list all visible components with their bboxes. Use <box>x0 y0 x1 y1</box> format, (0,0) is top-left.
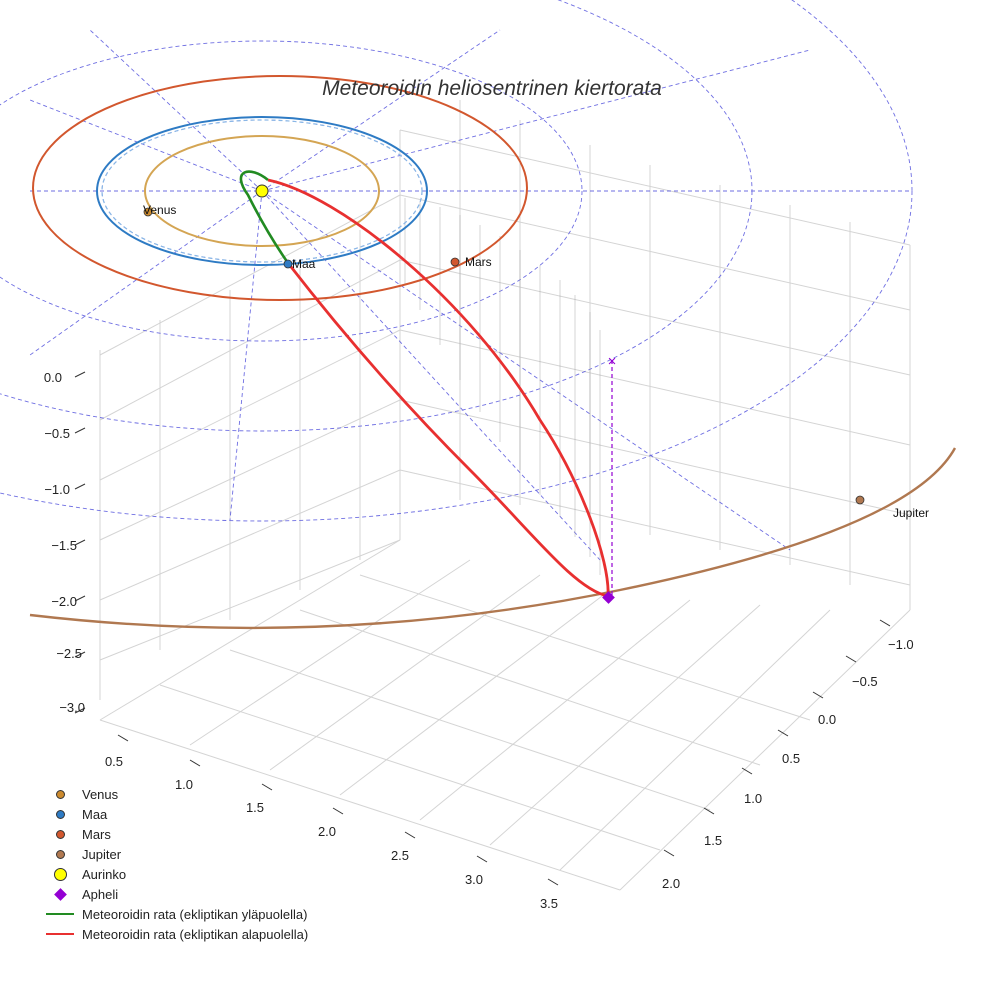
orbit-below-ecliptic <box>267 178 610 597</box>
orbit-above-ecliptic <box>239 170 290 264</box>
legend-item-mars: Mars <box>40 824 308 844</box>
jupiter-orbit <box>29 447 957 630</box>
earth-orbit-dash <box>101 119 423 263</box>
y-tick: 2.0 <box>662 876 680 891</box>
z-tick: −2.5 <box>56 646 82 661</box>
mars-orbit <box>32 75 528 301</box>
legend-marker <box>40 887 80 901</box>
legend-label: Mars <box>82 826 111 842</box>
mars-label: Mars <box>465 255 492 269</box>
jupiter-dot <box>855 495 865 505</box>
legend-marker <box>40 829 80 839</box>
legend-item-venus: Venus <box>40 784 308 804</box>
z-tick: −1.5 <box>51 538 77 553</box>
venus-dot <box>143 207 153 217</box>
x-tick: 1.0 <box>175 777 193 792</box>
x-tick: 0.5 <box>105 754 123 769</box>
meteoroid-orbit <box>239 170 610 598</box>
planet-orbits <box>29 75 957 630</box>
legend-item-maa: Maa <box>40 804 308 824</box>
jupiter-label: Jupiter <box>893 506 929 520</box>
legend-label: Meteoroidin rata (ekliptikan yläpuolella… <box>82 906 308 922</box>
y-axis: −1.0 −0.5 0.0 0.5 1.0 1.5 2.0 <box>662 619 914 891</box>
mars-dot <box>450 257 460 267</box>
legend-marker <box>40 789 80 799</box>
aphelion-projection-marker: × <box>608 353 617 370</box>
projection-lines <box>404 198 601 575</box>
y-tick: 1.0 <box>744 791 762 806</box>
legend-label: Apheli <box>82 886 119 902</box>
legend-marker <box>40 867 80 881</box>
y-tick: −1.0 <box>888 637 914 652</box>
legend-marker <box>40 849 80 859</box>
legend: Venus Maa Mars Jupiter Aurinko Apheli Me… <box>40 784 308 944</box>
venus-orbit <box>144 135 380 247</box>
z-tick: 0.0 <box>44 370 62 385</box>
legend-label: Aurinko <box>82 866 127 882</box>
z-tick: −0.5 <box>44 426 70 441</box>
legend-label: Venus <box>82 786 119 802</box>
x-axis: 0.5 1.0 1.5 2.0 2.5 3.0 3.5 <box>105 734 559 911</box>
legend-label: Jupiter <box>82 846 122 862</box>
legend-item-jupiter: Jupiter <box>40 844 308 864</box>
z-tick: −1.0 <box>44 482 70 497</box>
legend-item-apheli: Apheli <box>40 884 308 904</box>
x-tick: 1.5 <box>246 800 264 815</box>
sun <box>255 184 269 198</box>
y-tick: 0.0 <box>818 712 836 727</box>
planets: Venus Maa Mars Jupiter <box>143 203 929 520</box>
x-tick: 3.0 <box>465 872 483 887</box>
legend-label: Maa <box>82 806 108 822</box>
legend-marker <box>40 809 80 819</box>
y-tick: −0.5 <box>852 674 878 689</box>
x-tick: 2.5 <box>391 848 409 863</box>
z-tick: −3.0 <box>59 700 85 715</box>
chart-title: Meteoroidin heliosentrinen kiertorata <box>322 77 662 100</box>
z-axis: 0.0 −0.5 −1.0 −1.5 −2.0 −2.5 −3.0 <box>44 370 86 715</box>
legend-marker <box>40 913 80 915</box>
legend-item-aurinko: Aurinko <box>40 864 308 884</box>
orbit-below-ecliptic-inner <box>286 262 609 598</box>
axis-panes <box>99 100 911 891</box>
venus-label: Venus <box>143 203 176 217</box>
earth-label: Maa <box>292 257 316 271</box>
legend-label: Meteoroidin rata (ekliptikan alapuolella… <box>82 926 309 942</box>
z-tick: −2.0 <box>51 594 77 609</box>
x-tick: 3.5 <box>540 896 558 911</box>
legend-marker <box>40 933 80 935</box>
legend-item-orbit-below: Meteoroidin rata (ekliptikan alapuolella… <box>40 924 308 944</box>
earth-dot <box>283 259 293 269</box>
legend-item-orbit-above: Meteoroidin rata (ekliptikan yläpuolella… <box>40 904 308 924</box>
x-tick: 2.0 <box>318 824 336 839</box>
y-tick: 0.5 <box>782 751 800 766</box>
earth-orbit <box>96 116 428 266</box>
y-tick: 1.5 <box>704 833 722 848</box>
